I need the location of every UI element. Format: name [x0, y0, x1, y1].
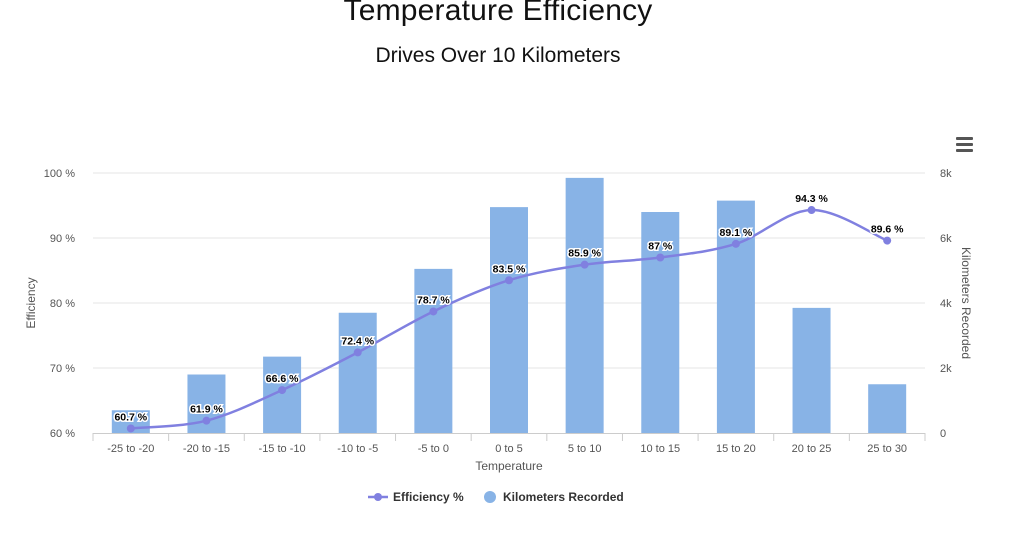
efficiency-point[interactable]	[656, 253, 665, 262]
y-tick-label: 100 %	[44, 168, 75, 180]
efficiency-data-label: 61.9 %	[190, 404, 223, 416]
y-tick-label: 90 %	[50, 233, 75, 245]
efficiency-data-label: 89.1 %	[720, 227, 753, 239]
efficiency-point[interactable]	[278, 386, 287, 395]
efficiency-data-label: 83.5 %	[493, 263, 526, 275]
efficiency-point[interactable]	[429, 307, 438, 316]
x-tick-label: 25 to 30	[867, 443, 907, 455]
efficiency-point[interactable]	[807, 206, 816, 215]
menu-line	[956, 143, 973, 146]
x-axis-title: Temperature	[475, 459, 543, 473]
menu-line	[956, 149, 973, 152]
efficiency-data-label: 89.6 %	[871, 224, 904, 236]
y-tick-label: 60 %	[50, 428, 75, 440]
x-tick-label: -20 to -15	[183, 443, 230, 455]
y-tick-label: 80 %	[50, 298, 75, 310]
x-tick-label: 10 to 15	[640, 443, 680, 455]
efficiency-data-label: 72.4 %	[341, 335, 374, 347]
efficiency-data-label: 85.9 %	[568, 248, 601, 260]
efficiency-point[interactable]	[580, 260, 589, 269]
x-tick-label: 20 to 25	[792, 443, 832, 455]
legend-label-efficiency: Efficiency %	[393, 490, 464, 504]
efficiency-point[interactable]	[883, 236, 892, 245]
y2-tick-label: 8k	[940, 168, 952, 180]
efficiency-data-label: 87 %	[648, 241, 673, 253]
x-tick-label: -15 to -10	[259, 443, 306, 455]
efficiency-point[interactable]	[202, 416, 211, 425]
chart-title: Temperature Efficiency	[343, 0, 653, 27]
efficiency-point[interactable]	[126, 424, 135, 433]
y-tick-label: 70 %	[50, 363, 75, 375]
bar-kilometers-recorded[interactable]	[490, 207, 528, 433]
y2-tick-label: 4k	[940, 298, 952, 310]
efficiency-data-label: 78.7 %	[417, 294, 450, 306]
legend-label-kilometers: Kilometers Recorded	[503, 490, 624, 504]
x-tick-label: -25 to -20	[107, 443, 154, 455]
x-tick-label: 15 to 20	[716, 443, 756, 455]
legend-line-marker	[374, 493, 382, 501]
efficiency-data-label: 94.3 %	[795, 193, 828, 205]
y2-tick-label: 6k	[940, 233, 952, 245]
legend-item-kilometers[interactable]: Kilometers Recorded	[484, 490, 624, 504]
y2-axis-title: Kilometers Recorded	[959, 247, 973, 359]
bar-kilometers-recorded[interactable]	[641, 212, 680, 433]
bar-kilometers-recorded[interactable]	[565, 177, 604, 433]
x-tick-label: 5 to 10	[568, 443, 602, 455]
hamburger-menu-icon[interactable]	[952, 134, 978, 156]
efficiency-data-label: 60.7 %	[114, 411, 147, 423]
x-tick-label: -5 to 0	[418, 443, 449, 455]
bar-kilometers-recorded[interactable]	[792, 307, 831, 433]
x-tick-label: -10 to -5	[337, 443, 378, 455]
x-tick-label: 0 to 5	[495, 443, 523, 455]
efficiency-point[interactable]	[731, 239, 740, 248]
efficiency-data-label: 66.6 %	[266, 373, 299, 385]
y2-tick-label: 2k	[940, 363, 952, 375]
efficiency-point[interactable]	[505, 276, 513, 285]
chart-subtitle: Drives Over 10 Kilometers	[375, 44, 621, 67]
bar-kilometers-recorded[interactable]	[414, 268, 453, 433]
y-axis-title: Efficiency	[24, 277, 38, 328]
bar-kilometers-recorded[interactable]	[338, 312, 377, 433]
y2-tick-label: 0	[940, 428, 946, 440]
bar-kilometers-recorded[interactable]	[868, 384, 907, 433]
menu-line	[956, 137, 973, 140]
legend-item-efficiency[interactable]: Efficiency %	[368, 490, 464, 504]
efficiency-point[interactable]	[353, 348, 362, 357]
legend-bar-swatch	[484, 491, 496, 503]
